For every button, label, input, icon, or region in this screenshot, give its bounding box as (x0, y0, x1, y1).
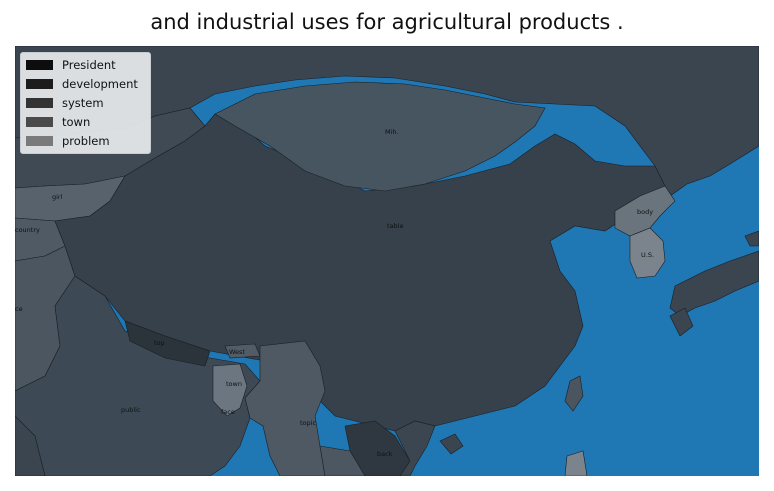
legend-label: President (62, 58, 116, 72)
region-nepal (124, 320, 211, 367)
region-hainan (439, 433, 464, 455)
legend-swatch (26, 136, 53, 146)
legend-swatch (26, 60, 53, 70)
legend-item: town (26, 114, 90, 130)
region-taiwan (564, 375, 584, 412)
label-tajikistan: country (15, 226, 40, 234)
label-myanmar: topic (300, 419, 316, 427)
label-bangladesh: town (226, 380, 242, 388)
map-canvas: Mih. table body U.S. girl country ce top… (15, 46, 759, 476)
region-bangladesh (212, 363, 248, 417)
region-japan-south (669, 307, 694, 337)
label-china: table (387, 222, 403, 230)
label-south-korea: U.S. (641, 251, 654, 259)
region-mongolia (214, 81, 546, 192)
region-sri-lanka (15, 415, 46, 476)
region-north-korea (614, 185, 676, 237)
legend-label: problem (62, 134, 110, 148)
legend-item: system (26, 95, 104, 111)
legend-item: President (26, 57, 116, 73)
legend: President development system town proble… (20, 52, 151, 154)
legend-swatch (26, 79, 53, 89)
legend-swatch (26, 117, 53, 127)
region-south-korea (629, 227, 666, 279)
label-laos: back (377, 450, 393, 458)
region-thailand (319, 445, 366, 476)
region-philippines (564, 450, 588, 476)
map-title: and industrial uses for agricultural pro… (150, 10, 624, 34)
region-india (15, 275, 261, 476)
label-west: ce (15, 305, 23, 313)
label-bhutan: West (229, 348, 245, 356)
legend-item: development (26, 76, 138, 92)
label-nepal: top (154, 339, 165, 347)
label-kyrgyzstan: girl (52, 193, 63, 201)
label-india-east: face (221, 408, 235, 416)
legend-label: system (62, 96, 104, 110)
legend-label: development (62, 77, 138, 91)
region-hokkaido (744, 230, 759, 247)
label-india: public (121, 406, 141, 414)
region-vietnam (394, 420, 436, 476)
region-myanmar (244, 340, 326, 476)
label-north-korea: body (637, 208, 653, 216)
legend-item: problem (26, 133, 110, 149)
label-mongolia: Mih. (385, 128, 399, 136)
legend-swatch (26, 98, 53, 108)
legend-label: town (62, 115, 91, 129)
